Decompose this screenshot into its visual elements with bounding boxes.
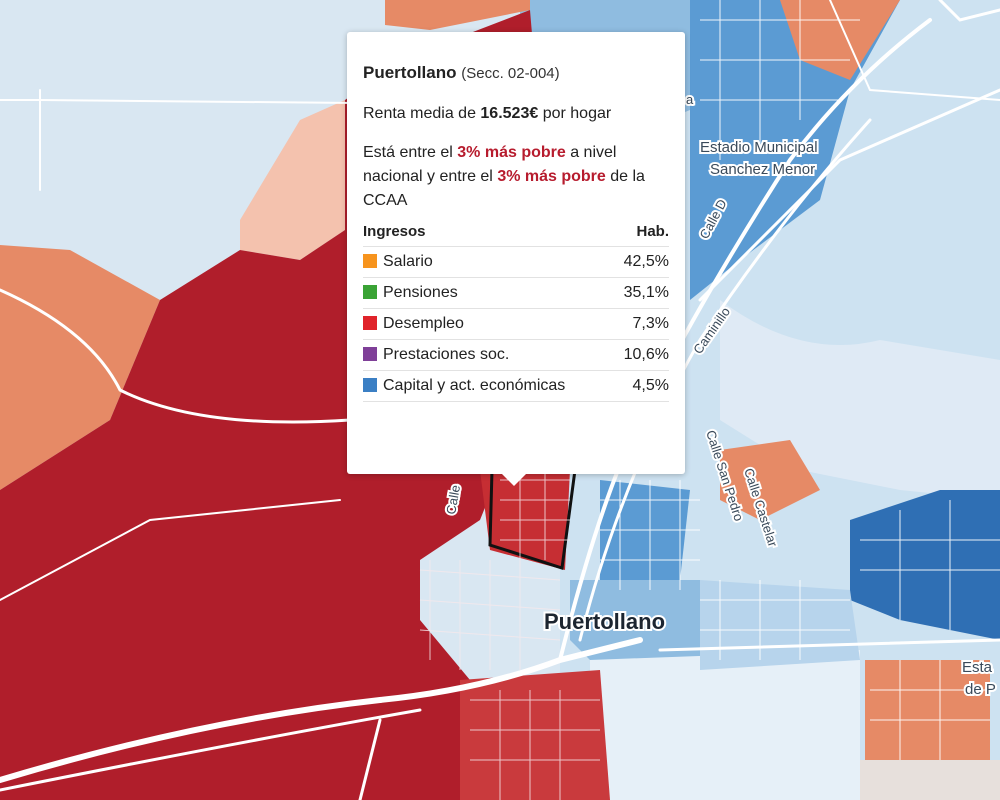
street-grid bbox=[419, 470, 600, 800]
edge-label-fragment: a bbox=[686, 92, 694, 107]
city-label: Puertollano bbox=[544, 609, 665, 634]
street-label-calle-partial: Calle bbox=[443, 484, 463, 516]
tooltip-income: Renta media de 16.523€ por hogar bbox=[363, 103, 669, 125]
row-value: 35,1% bbox=[612, 277, 669, 309]
tooltip-pointer bbox=[502, 474, 526, 486]
rank-highlight-ccaa: 3% más pobre bbox=[497, 168, 606, 185]
table-row: Prestaciones soc. 10,6% bbox=[363, 339, 669, 371]
region-light-blue-south[interactable] bbox=[700, 580, 860, 670]
street-grid-east bbox=[600, 0, 1000, 760]
row-label: Capital y act. económicas bbox=[383, 377, 566, 394]
region-grey-southeast[interactable] bbox=[860, 760, 1000, 800]
row-label: Prestaciones soc. bbox=[383, 346, 510, 363]
row-label: Desempleo bbox=[383, 315, 464, 332]
region-pale-blue-south[interactable] bbox=[590, 650, 860, 800]
region-salmon-southeast[interactable] bbox=[865, 660, 990, 760]
table-row: Pensiones 35,1% bbox=[363, 277, 669, 309]
row-value: 4,5% bbox=[612, 370, 669, 402]
stadium-label-line2: Sanchez Menor bbox=[710, 161, 815, 178]
pensiones-swatch bbox=[363, 285, 377, 299]
salario-swatch bbox=[363, 254, 377, 268]
row-label: Salario bbox=[383, 253, 433, 270]
income-prefix: Renta media de bbox=[363, 105, 481, 122]
tooltip-section-name: Puertollano bbox=[363, 63, 457, 82]
prestaciones-swatch bbox=[363, 347, 377, 361]
rank-text-1: Está entre el bbox=[363, 144, 458, 161]
region-salmon-northwest[interactable] bbox=[385, 0, 530, 30]
region-salmon-center[interactable] bbox=[720, 440, 820, 520]
row-value: 7,3% bbox=[612, 308, 669, 340]
header-hab: Hab. bbox=[636, 223, 669, 240]
region-light-salmon[interactable] bbox=[240, 100, 345, 260]
desempleo-swatch bbox=[363, 316, 377, 330]
table-row: Salario 42,5% bbox=[363, 246, 669, 278]
table-row: Capital y act. económicas 4,5% bbox=[363, 370, 669, 402]
income-table-header: Ingresos Hab. bbox=[363, 219, 669, 247]
tooltip-section-code: (Secc. 02-004) bbox=[461, 65, 560, 82]
section-tooltip: Puertollano (Secc. 02-004) Renta media d… bbox=[347, 32, 685, 486]
region-dark-blue-east[interactable] bbox=[850, 490, 1000, 640]
selected-section-outline bbox=[488, 469, 577, 570]
tooltip-title: Puertollano (Secc. 02-004) bbox=[363, 62, 669, 85]
edge-label-de-p: de P bbox=[965, 681, 996, 698]
row-value: 42,5% bbox=[612, 246, 669, 278]
income-sources-table: Ingresos Hab. Salario 42,5% Pensiones 35… bbox=[363, 219, 669, 402]
table-row: Desempleo 7,3% bbox=[363, 308, 669, 340]
region-salmon-west[interactable] bbox=[0, 245, 160, 490]
capital-swatch bbox=[363, 378, 377, 392]
income-suffix: por hogar bbox=[538, 105, 612, 122]
income-value: 16.523€ bbox=[480, 105, 539, 122]
rank-text-3: de la CCAA bbox=[363, 168, 645, 209]
edge-label-esta: Esta bbox=[962, 659, 993, 676]
row-label: Pensiones bbox=[383, 284, 458, 301]
tooltip-rank: Está entre el 3% más pobre a nivel nacio… bbox=[363, 141, 669, 213]
rank-highlight-national: 3% más pobre bbox=[457, 144, 566, 161]
rank-text-2: a nivel nacional y entre el bbox=[363, 144, 617, 185]
header-ingresos: Ingresos bbox=[363, 223, 426, 240]
row-value: 10,6% bbox=[612, 339, 669, 371]
stadium-label-line1: Estadio Municipal bbox=[700, 139, 818, 156]
region-red-south[interactable] bbox=[460, 670, 610, 800]
